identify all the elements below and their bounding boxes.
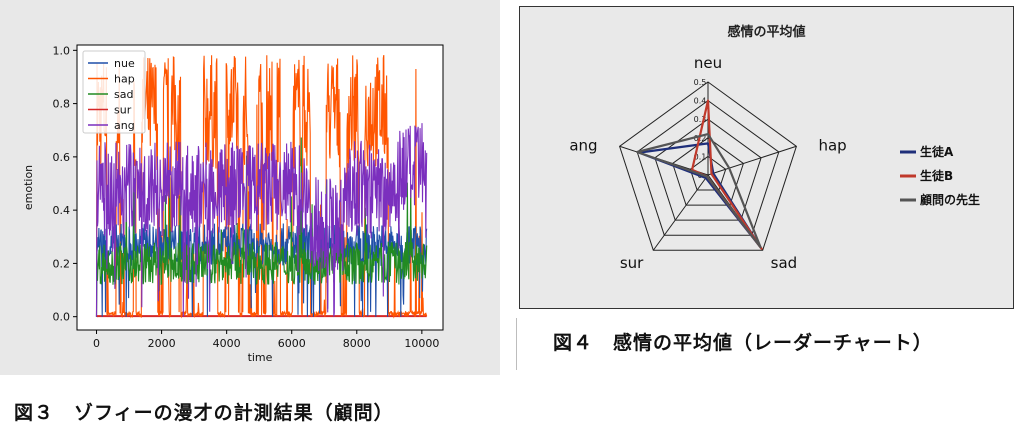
- x-tick-label: 10000: [404, 337, 439, 350]
- legend-label-sad: sad: [114, 88, 133, 101]
- radar-axis-label-sur: sur: [620, 254, 644, 272]
- x-tick-label: 0: [93, 337, 100, 350]
- radar-legend: 生徒A 生徒B 顧問の先生: [900, 144, 980, 207]
- y-tick-label: 0.4: [53, 204, 71, 217]
- radar-chart-panel: 感情の平均値 0 0.1 0.2 0.3 0.4 0.5 neu hap sad sur ang 生徒…: [519, 6, 1014, 309]
- radar-axis-label-hap: hap: [818, 136, 846, 154]
- radar-legend-label-2: 顧問の先生: [920, 192, 980, 207]
- y-axis-label: emotion: [22, 165, 35, 210]
- radar-axis-label-neu: neu: [694, 54, 722, 72]
- radar-legend-label-0: 生徒A: [920, 144, 954, 159]
- y-tick-label: 0.6: [53, 151, 71, 164]
- radar-tick-label: 0.1: [694, 152, 707, 161]
- radar-series-2: [636, 132, 762, 249]
- series-line-ang: [95, 123, 428, 317]
- y-tick-label: 0.2: [53, 257, 71, 270]
- legend-label-nue: nue: [114, 57, 135, 70]
- legend-label-hap: hap: [114, 73, 135, 86]
- figure3-caption: 図３ ゾフィーの漫才の計測結果（顧問）: [14, 402, 394, 424]
- radar-spoke: [707, 145, 797, 176]
- series-line-hap: [95, 55, 428, 319]
- x-tick-label: 6000: [278, 337, 306, 350]
- radar-grid-ring: [672, 137, 744, 206]
- line-chart-panel: 0 2000 4000 6000 8000 10000 0.0 0.2 0.4 0.6 0.8 1.0…: [0, 0, 500, 375]
- radar-spoke: [652, 174, 709, 251]
- radar-grid-ring: [654, 118, 762, 221]
- legend-label-sur: sur: [114, 104, 132, 117]
- x-tick-label: 8000: [343, 337, 371, 350]
- legend-box: [82, 50, 146, 134]
- line-chart: 0 2000 4000 6000 8000 10000 0.0 0.2 0.4 0.6 0.8 1.0…: [22, 44, 444, 364]
- x-tick-label: 2000: [148, 337, 176, 350]
- radar-title: 感情の平均値: [727, 25, 806, 40]
- radar-tick-label: 0.5: [694, 78, 707, 87]
- radar-axis-label-ang: ang: [569, 136, 597, 154]
- radar-axis-label-sad: sad: [771, 254, 798, 272]
- figure4-caption: 図４ 感情の平均値（レーダーチャート）: [553, 332, 933, 354]
- y-tick-label: 0.0: [53, 311, 71, 324]
- radar-legend-label-1: 生徒B: [920, 168, 953, 183]
- radar-tick-label: 0.4: [694, 97, 707, 106]
- legend: nue hap sad sur ang: [82, 50, 146, 134]
- divider: [516, 318, 517, 370]
- radar-grid-ring: [619, 81, 797, 251]
- radar-grid-ring: [636, 99, 780, 236]
- radar-tick-label: 0.3: [694, 115, 707, 124]
- x-tick-label: 4000: [213, 337, 241, 350]
- y-tick-label: 0.8: [53, 98, 71, 111]
- legend-label-ang: ang: [114, 119, 135, 132]
- x-axis-label: time: [248, 351, 273, 364]
- y-tick-label: 1.0: [53, 44, 71, 57]
- series-line-sad: [95, 137, 428, 317]
